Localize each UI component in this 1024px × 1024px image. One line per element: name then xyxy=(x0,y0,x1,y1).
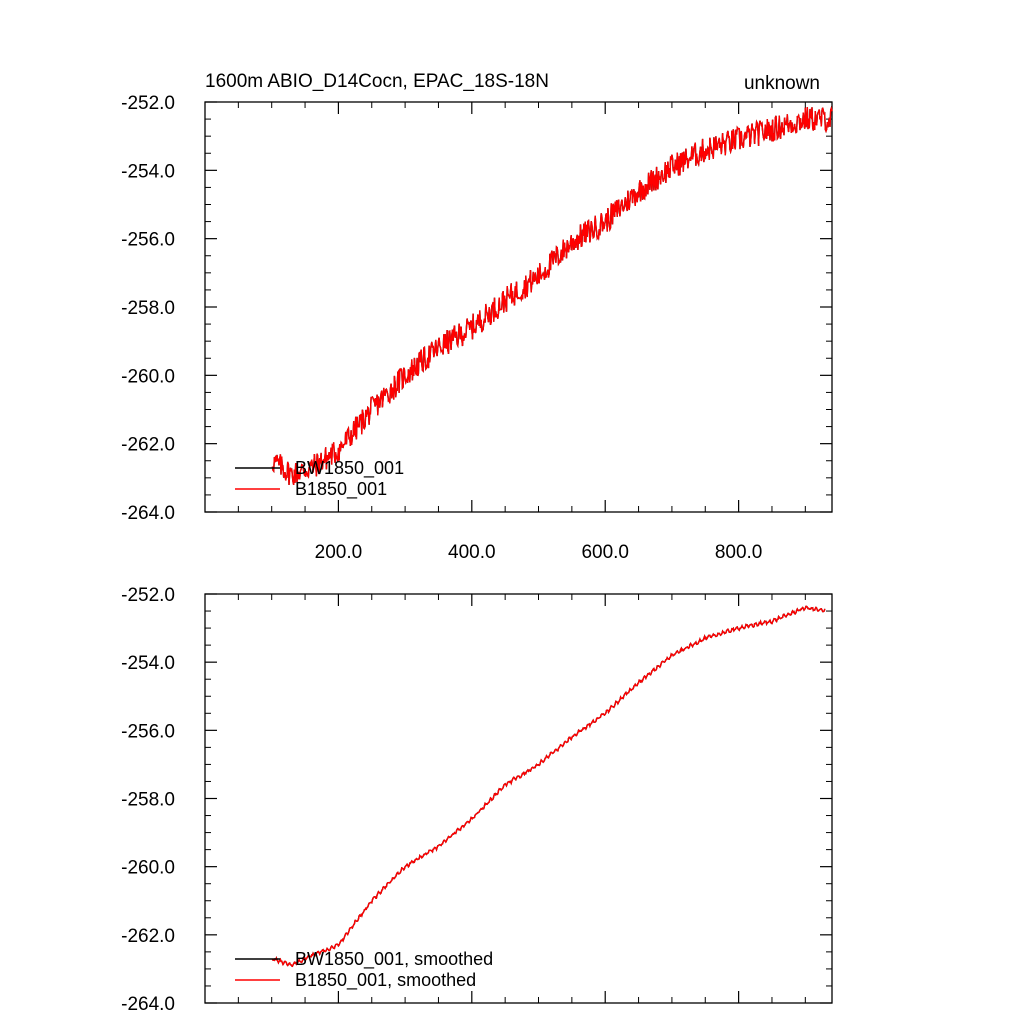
plot-frame xyxy=(204,593,833,1004)
y-tick-label: -264.0 xyxy=(121,994,175,1015)
x-tick-label: 800.0 xyxy=(715,542,763,563)
x-tick-label: 400.0 xyxy=(448,542,496,563)
legend-label: B1850_001 xyxy=(295,479,387,500)
chart-right-title: unknown xyxy=(744,73,820,94)
y-tick-label: -262.0 xyxy=(121,435,175,456)
y-tick-label: -254.0 xyxy=(121,161,175,182)
y-tick-label: -264.0 xyxy=(121,503,175,524)
y-tick-label: -258.0 xyxy=(121,790,175,811)
y-tick-label: -262.0 xyxy=(121,926,175,947)
chart-title: 1600m ABIO_D14Cocn, EPAC_18S-18N xyxy=(205,71,549,92)
x-tick-label: 600.0 xyxy=(581,542,629,563)
y-tick-label: -260.0 xyxy=(121,366,175,387)
x-tick-label: 200.0 xyxy=(315,542,363,563)
y-tick-label: -252.0 xyxy=(121,585,175,606)
legend-label: BW1850_001 xyxy=(295,458,404,479)
bottom-panel: -252.0 -254.0 -256.0 -258.0 -260.0 -262.0 -264… xyxy=(121,585,833,1015)
plot-frame xyxy=(204,101,833,513)
y-tick-label: -254.0 xyxy=(121,653,175,674)
series-line-1 xyxy=(271,605,826,968)
legend-label: BW1850_001, smoothed xyxy=(295,949,493,970)
series-line-0 xyxy=(271,605,826,968)
top-panel: -252.0 -254.0 -256.0 -258.0 -260.0 -262.0 -264… xyxy=(121,71,833,563)
legend-label: B1850_001, smoothed xyxy=(295,970,476,991)
y-tick-label: -256.0 xyxy=(121,721,175,742)
series-line-1 xyxy=(271,105,833,486)
y-tick-label: -252.0 xyxy=(121,93,175,114)
y-tick-label: -256.0 xyxy=(121,230,175,251)
y-tick-label: -258.0 xyxy=(121,298,175,319)
y-tick-label: -260.0 xyxy=(121,858,175,879)
